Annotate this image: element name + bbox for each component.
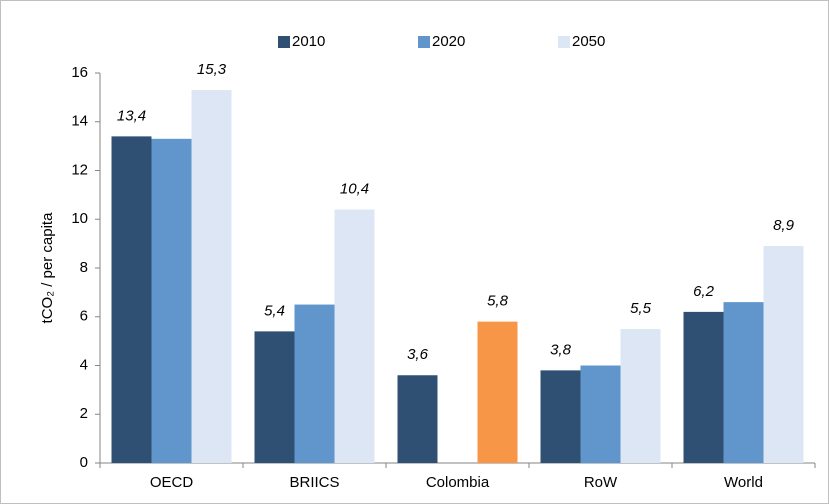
value-label: 6,2 xyxy=(693,283,715,300)
x-tick-label: BRIICS xyxy=(289,474,339,491)
y-tick-label: 2 xyxy=(80,405,88,422)
y-tick-label: 4 xyxy=(80,356,88,373)
legend-label: 2010 xyxy=(292,33,325,50)
bar xyxy=(334,209,375,463)
bar xyxy=(151,138,192,463)
value-label: 5,5 xyxy=(630,300,652,317)
value-label: 3,6 xyxy=(407,346,429,363)
y-tick-label: 10 xyxy=(71,210,88,227)
y-tick-label: 0 xyxy=(80,454,88,471)
legend-label: 2020 xyxy=(432,33,465,50)
legend-swatch xyxy=(558,36,570,48)
bar xyxy=(620,328,661,463)
x-tick-label: OECD xyxy=(150,474,194,491)
y-tick-label: 16 xyxy=(71,64,88,81)
x-tick-label: RoW xyxy=(584,474,618,491)
bar xyxy=(540,370,581,463)
y-tick-label: 12 xyxy=(71,161,88,178)
y-axis-label: tCO₂ / per capita xyxy=(39,212,56,324)
bar xyxy=(397,375,438,463)
legend-label: 2050 xyxy=(572,33,605,50)
bar xyxy=(111,136,152,463)
bar xyxy=(477,321,518,463)
y-tick-label: 14 xyxy=(71,113,88,130)
value-label: 13,4 xyxy=(117,107,146,124)
bar xyxy=(580,365,621,463)
x-tick-label: World xyxy=(724,474,763,491)
value-label: 5,4 xyxy=(264,302,285,319)
legend-swatch xyxy=(418,36,430,48)
bar xyxy=(294,304,335,463)
bar xyxy=(723,302,764,463)
x-tick-label: Colombia xyxy=(426,474,490,491)
value-label: 3,8 xyxy=(550,341,572,358)
bar xyxy=(683,311,724,463)
value-label: 15,3 xyxy=(197,61,227,78)
legend-swatch xyxy=(278,36,290,48)
value-label: 10,4 xyxy=(340,180,369,197)
bar xyxy=(763,246,804,463)
y-tick-label: 8 xyxy=(80,259,88,276)
value-label: 5,8 xyxy=(487,293,509,310)
bar xyxy=(254,331,295,463)
value-label: 8,9 xyxy=(773,217,795,234)
bar xyxy=(191,90,232,463)
y-tick-label: 6 xyxy=(80,308,88,325)
